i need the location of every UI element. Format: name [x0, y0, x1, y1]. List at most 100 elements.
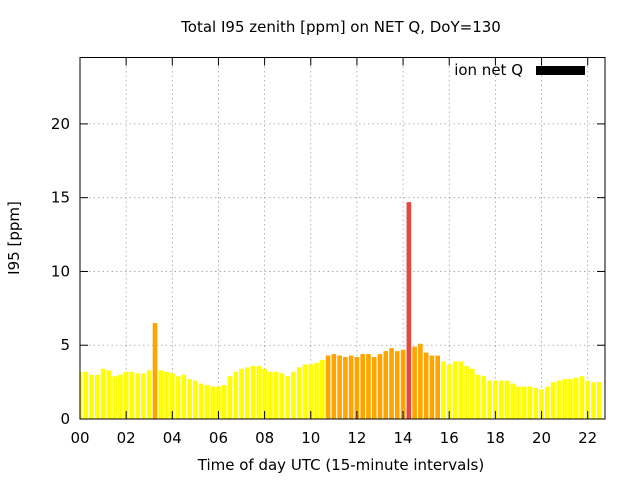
bar	[268, 371, 273, 419]
bar	[504, 380, 510, 419]
ticks	[79, 57, 605, 420]
bar	[406, 202, 412, 419]
y-tick-label: 10	[51, 262, 70, 280]
bar	[446, 364, 452, 419]
bar	[80, 371, 83, 419]
bar	[591, 382, 596, 419]
x-tick-label: 22	[578, 429, 597, 447]
y-tick-label: 5	[60, 336, 70, 354]
bar	[470, 368, 475, 419]
bar	[325, 355, 331, 419]
bar	[118, 374, 123, 419]
x-axis-label: Time of day UTC (15-minute intervals)	[197, 456, 484, 474]
x-tick-label: 08	[255, 429, 274, 447]
bar	[354, 357, 360, 419]
bar	[429, 355, 435, 419]
bar	[129, 371, 135, 419]
bar	[343, 357, 348, 419]
bar	[250, 365, 256, 419]
bar	[95, 374, 100, 419]
bar	[498, 380, 504, 419]
bar	[308, 364, 314, 419]
bar	[302, 364, 308, 419]
bar	[89, 374, 94, 419]
bar	[221, 385, 227, 419]
bar	[533, 388, 539, 419]
x-tick-label: 18	[486, 429, 505, 447]
bar	[366, 354, 371, 419]
bar	[371, 357, 377, 419]
bar	[285, 376, 290, 419]
bar	[314, 362, 319, 419]
legend-swatch	[536, 66, 585, 75]
bar	[539, 389, 544, 419]
bar	[245, 367, 250, 419]
bar	[291, 371, 296, 419]
bar	[545, 386, 550, 419]
bar	[360, 354, 365, 419]
y-tick-label: 0	[60, 410, 70, 428]
bar	[475, 374, 481, 419]
bar	[187, 379, 192, 419]
bar	[158, 370, 164, 419]
bar	[521, 386, 527, 419]
x-tick-label: 00	[70, 429, 89, 447]
tick-labels: 0 5 10 15 20 00 02 04 06 08 10 12 14 16 18 20 22	[51, 115, 597, 447]
bar	[210, 386, 215, 419]
bar	[262, 368, 267, 419]
bar	[296, 367, 302, 419]
bar	[337, 355, 342, 419]
bar	[233, 371, 239, 419]
bar	[112, 376, 117, 419]
bars	[80, 202, 602, 419]
bar	[418, 343, 423, 419]
bar	[331, 354, 337, 419]
bar	[579, 376, 585, 419]
bar	[568, 379, 573, 419]
bar	[573, 377, 579, 419]
x-tick-label: 14	[394, 429, 413, 447]
x-tick-label: 06	[209, 429, 228, 447]
bar	[412, 346, 417, 419]
bar	[256, 365, 262, 419]
bar	[400, 349, 406, 419]
bar	[585, 380, 590, 419]
bar	[198, 383, 204, 419]
bar	[395, 351, 400, 419]
x-tick-label: 12	[347, 429, 366, 447]
bar	[389, 348, 394, 419]
bar	[100, 368, 106, 419]
bar	[181, 374, 187, 419]
bar	[348, 355, 354, 419]
plot-frame	[79, 57, 606, 420]
bar	[204, 385, 210, 419]
x-tick-label: 16	[440, 429, 459, 447]
bar	[146, 370, 152, 419]
y-axis-label: I95 [ppm]	[5, 201, 23, 275]
bar	[279, 373, 285, 419]
bar	[458, 361, 464, 419]
bar	[135, 373, 140, 419]
bar	[441, 361, 446, 419]
bar	[527, 386, 533, 419]
bar	[170, 373, 175, 419]
legend-label: ion net Q	[454, 61, 523, 79]
bar	[510, 383, 515, 419]
bar	[193, 380, 198, 419]
bar	[562, 379, 567, 419]
bar	[550, 382, 556, 419]
bar	[423, 352, 429, 419]
bar	[516, 386, 521, 419]
bar	[452, 361, 458, 419]
bar	[556, 380, 562, 419]
x-tick-label: 20	[532, 429, 551, 447]
bar	[106, 370, 112, 419]
bar	[239, 368, 244, 419]
legend: ion net Q	[454, 61, 585, 79]
x-tick-label: 10	[301, 429, 320, 447]
bar	[273, 371, 279, 419]
bar	[377, 354, 383, 419]
bar	[435, 355, 440, 419]
x-tick-label: 02	[117, 429, 136, 447]
